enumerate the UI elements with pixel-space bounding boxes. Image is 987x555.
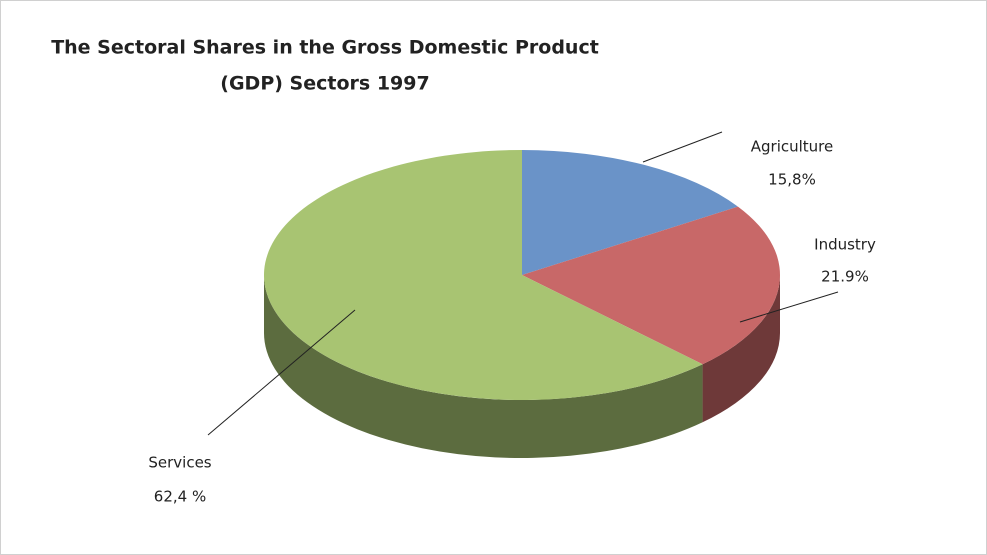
leader-line xyxy=(739,291,839,323)
leader-line xyxy=(642,131,723,163)
value-label: 15,8% xyxy=(768,171,816,189)
chart-title: (GDP) Sectors 1997 xyxy=(220,73,429,95)
pie-side xyxy=(702,275,780,423)
pie xyxy=(264,150,780,458)
pie-slice xyxy=(522,206,780,365)
category-label: Agriculture xyxy=(751,138,834,156)
category-label: Industry xyxy=(814,236,876,254)
category-label: Services xyxy=(148,454,211,472)
pie-side xyxy=(264,275,703,458)
pie-slice xyxy=(522,150,738,275)
value-label: 62,4 % xyxy=(154,488,206,506)
pie-slice xyxy=(264,150,703,401)
value-label: 21.9% xyxy=(821,268,869,286)
chart-title: The Sectoral Shares in the Gross Domesti… xyxy=(51,37,599,59)
leader-line xyxy=(207,309,356,436)
